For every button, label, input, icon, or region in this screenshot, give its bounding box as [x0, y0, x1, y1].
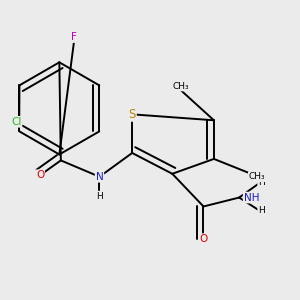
Text: F: F — [71, 32, 77, 42]
Text: NH: NH — [244, 193, 259, 202]
Text: Cl: Cl — [11, 117, 21, 127]
Text: CH₃: CH₃ — [173, 82, 190, 91]
Text: N: N — [96, 172, 103, 182]
Text: H: H — [96, 192, 103, 201]
Text: CH₃: CH₃ — [249, 172, 265, 181]
Text: O: O — [200, 234, 208, 244]
Text: O: O — [36, 170, 44, 180]
Text: H: H — [258, 178, 265, 187]
Text: S: S — [128, 108, 136, 121]
Text: H: H — [258, 206, 265, 215]
